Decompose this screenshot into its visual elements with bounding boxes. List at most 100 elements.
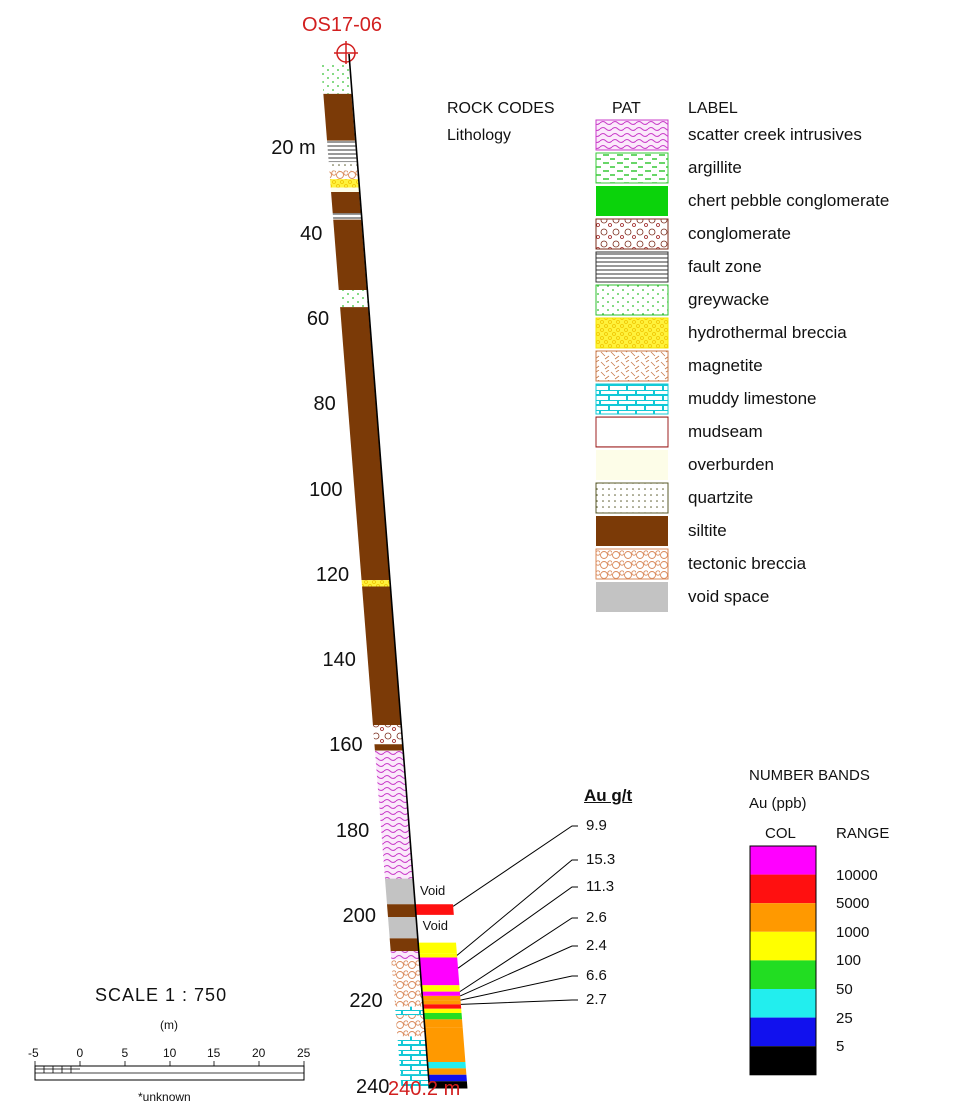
assay-interval: [422, 1000, 461, 1005]
legend-label-mudseam: mudseam: [688, 422, 763, 441]
litho-interval-muddy-limestone: [395, 1006, 424, 1016]
number-band-swatch: [750, 874, 816, 904]
legend-swatch-conglomerate: [595, 218, 669, 250]
legend-label-chert-pebble-conglomerate: chert pebble conglomerate: [688, 191, 890, 210]
assay-interval: [427, 1068, 467, 1075]
assay-interval: [422, 1004, 462, 1009]
void-label: Void: [422, 917, 448, 933]
assay-value-label: 6.6: [586, 967, 607, 984]
litho-interval-quartzite: [328, 162, 358, 171]
number-bands-subtitle: Au (ppb): [749, 795, 807, 812]
legend-swatch-mudseam: [595, 416, 669, 448]
assay-value-label: 11.3: [586, 878, 615, 895]
legend-label-tectonic-breccia: tectonic breccia: [688, 554, 807, 573]
assay-interval: [428, 1081, 468, 1089]
litho-interval-tectonic-breccia: [329, 170, 359, 180]
number-band-range-label: 50: [836, 981, 853, 998]
litho-interval-siltite: [331, 191, 361, 214]
litho-interval-muddy-limestone: [400, 1074, 430, 1089]
litho-interval-siltite: [340, 307, 390, 581]
hole-id-label: OS17-06: [302, 14, 383, 36]
scale-unit: (m): [160, 1018, 178, 1032]
legend-label-argillite: argillite: [688, 158, 742, 177]
lithology-column: [321, 64, 430, 1089]
scale-tick-label: -5: [28, 1046, 39, 1060]
number-band-swatch: [750, 1046, 816, 1075]
hole-trace-line: [348, 53, 431, 1089]
assay-column: [414, 904, 468, 1089]
assay-interval: [421, 991, 461, 996]
number-bands-range-header: RANGE: [836, 825, 890, 842]
assay-value-label: 15.3: [586, 851, 616, 868]
scale-bar: [34, 1061, 305, 1081]
legend-swatch-argillite: [595, 152, 669, 184]
litho-interval-void-space: [384, 878, 415, 905]
depth-label: 140: [322, 649, 356, 672]
depth-label: 120: [315, 563, 350, 586]
scale-tick-label: 0: [76, 1046, 84, 1060]
litho-interval-scatter-creek-intrusives: [374, 750, 413, 879]
assay-interval: [414, 904, 454, 915]
legend-swatch-fault-zone: [595, 251, 669, 283]
depth-label: 240: [356, 1075, 390, 1098]
assay-callout-line: [459, 945, 578, 997]
legend-swatch-muddy-limestone: [595, 383, 669, 415]
assay-title: Au g/t: [584, 786, 633, 805]
scale-tick-label: 25: [297, 1046, 311, 1060]
number-band-range-label: 5000: [836, 895, 870, 913]
legend-swatch-magnetite: [595, 350, 669, 382]
assay-callout-line: [452, 825, 578, 907]
legend-swatch-quartzite: [595, 482, 669, 514]
void-label: Void: [419, 883, 446, 899]
depth-label: 60: [306, 307, 330, 330]
legend-swatch-tectonic-breccia: [595, 548, 669, 580]
number-band-swatch: [750, 989, 816, 1018]
assay-interval: [424, 1019, 463, 1028]
number-bands-col-header: COL: [765, 825, 796, 842]
depth-label: 40: [300, 222, 323, 245]
legend-lithology-header: Lithology: [447, 127, 512, 144]
assay-interval: [423, 1008, 462, 1013]
depth-label: 80: [313, 393, 336, 416]
assay-interval: [423, 1012, 463, 1020]
legend-label-siltite: siltite: [688, 521, 727, 540]
legend-rock-codes-header: ROCK CODES: [447, 100, 555, 117]
litho-interval-siltite: [333, 219, 367, 291]
collar-symbol: [334, 41, 358, 65]
litho-interval-siltite: [386, 904, 416, 917]
litho-interval-scatter-creek-intrusives: [390, 951, 420, 960]
assay-value-label: 2.6: [586, 909, 607, 926]
number-band-swatch: [750, 931, 816, 961]
legend-label-magnetite: magnetite: [688, 356, 763, 375]
assay-interval: [422, 995, 461, 1001]
legend-swatches: [595, 119, 669, 612]
depth-label: 100: [309, 478, 343, 501]
number-band-range-label: 1000: [836, 923, 870, 941]
legend-swatch-siltite: [596, 516, 668, 546]
litho-interval-siltite: [389, 938, 419, 952]
legend-label-hydrothermal-breccia: hydrothermal breccia: [688, 323, 847, 342]
litho-interval-siltite: [323, 93, 356, 141]
scale-tick-label: 5: [121, 1046, 129, 1060]
litho-interval-greywacke: [321, 64, 352, 94]
litho-interval-hydrothermal-breccia: [361, 580, 391, 587]
legend-label-header: LABEL: [688, 100, 738, 117]
depth-label: 220: [349, 990, 383, 1013]
legend-label-void-space: void space: [688, 587, 770, 606]
number-band-swatch: [750, 1017, 816, 1047]
legend-label-fault-zone: fault zone: [688, 257, 762, 276]
assay-interval: [428, 1074, 467, 1082]
number-band-range-label: 5: [836, 1038, 845, 1056]
assay-value-label: 2.7: [586, 991, 607, 1008]
legend-swatch-hydrothermal-breccia: [595, 317, 669, 349]
litho-interval-overburden: [330, 187, 360, 192]
litho-interval-hydrothermal-breccia: [330, 179, 359, 188]
litho-interval-fault-zone: [327, 140, 357, 163]
number-band-swatch: [750, 960, 816, 989]
legend-label-greywacke: greywacke: [688, 290, 770, 309]
scale-tick-label: 10: [163, 1046, 177, 1060]
assay-interval: [418, 942, 457, 954]
number-band-range-label: 10000: [836, 866, 878, 884]
end-of-hole-label: 240.2 m: [388, 1078, 461, 1100]
